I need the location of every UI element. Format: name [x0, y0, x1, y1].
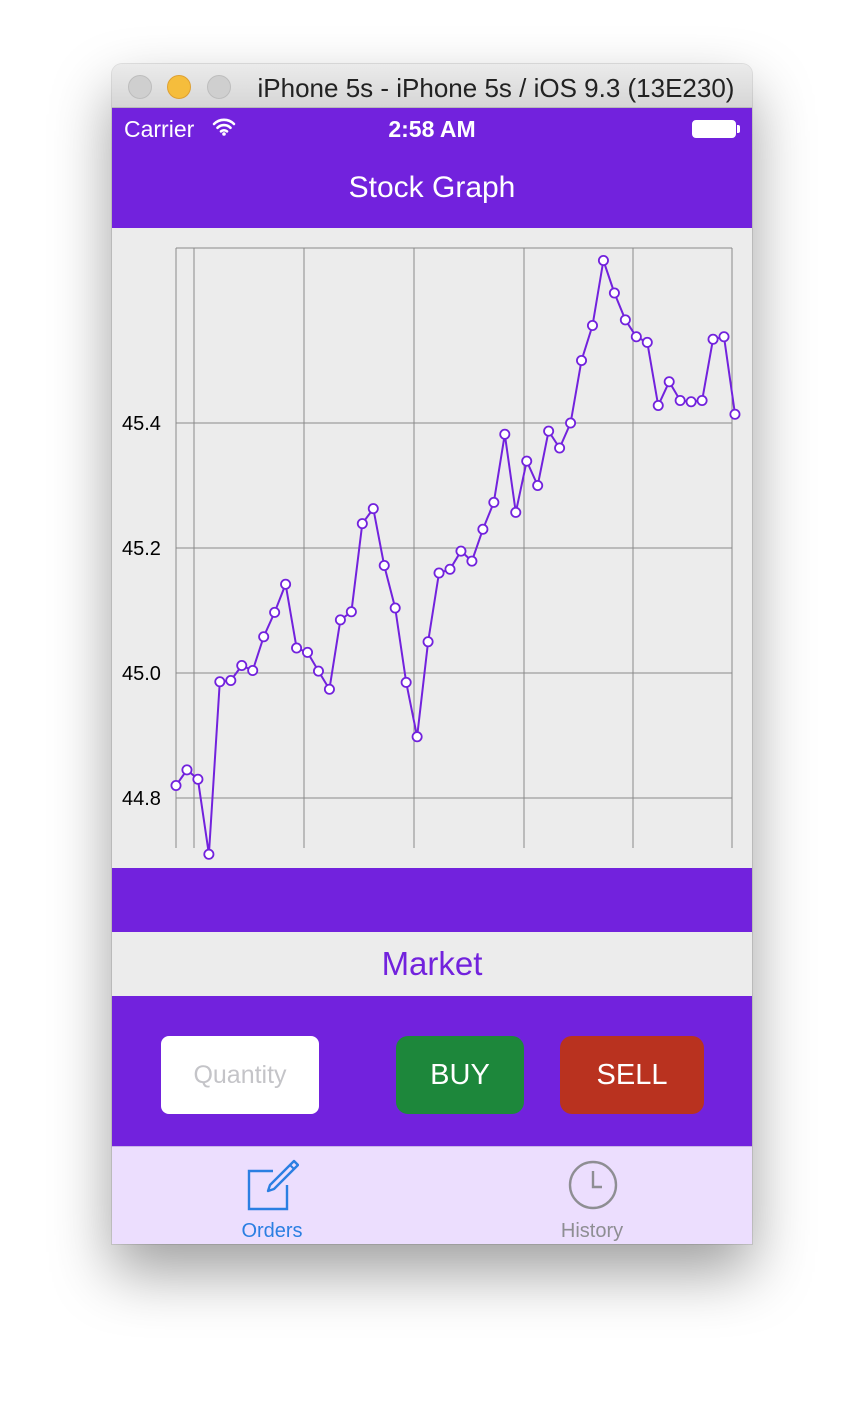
- price-point: [302, 646, 314, 658]
- price-point: [258, 631, 270, 643]
- price-point: [389, 602, 401, 614]
- price-point: [554, 442, 566, 454]
- price-point: [685, 396, 697, 408]
- price-point: [576, 355, 588, 367]
- price-point: [543, 425, 555, 437]
- price-point: [630, 331, 642, 343]
- tab-bar: Orders History: [112, 1146, 752, 1244]
- price-point: [674, 394, 686, 406]
- wifi-icon: [212, 118, 236, 136]
- price-point: [510, 506, 522, 518]
- window-titlebar: iPhone 5s - iPhone 5s / iOS 9.3 (13E230): [112, 64, 752, 108]
- window-title: iPhone 5s - iPhone 5s / iOS 9.3 (13E230): [257, 73, 735, 103]
- price-point: [225, 674, 237, 686]
- stock-chart-svg: 44.8 45.0 45.2 45.4: [122, 247, 741, 860]
- price-point: [214, 676, 226, 688]
- minimize-window-button[interactable]: [167, 75, 191, 99]
- compose-icon: [247, 1159, 299, 1211]
- price-point: [444, 563, 456, 575]
- price-point: [652, 399, 664, 411]
- price-point: [356, 518, 368, 530]
- tab-orders-label: Orders: [241, 1220, 303, 1242]
- quantity-input[interactable]: [161, 1036, 319, 1114]
- price-point: [280, 578, 292, 590]
- y-tick-label: 45.2: [122, 538, 161, 560]
- y-tick-label: 45.4: [122, 413, 161, 435]
- price-point: [586, 320, 598, 332]
- sell-button[interactable]: SELL: [560, 1036, 704, 1114]
- close-window-button[interactable]: [128, 75, 152, 99]
- status-bar: Carrier 2:58 AM: [112, 108, 752, 148]
- tab-history-label: History: [560, 1220, 624, 1242]
- price-point: [269, 606, 281, 618]
- y-tick-label: 45.0: [122, 663, 161, 685]
- device-screen: Carrier 2:58 AM Stock Graph 44.8 45.0 45.2…: [112, 108, 752, 1244]
- simulator-window: iPhone 5s - iPhone 5s / iOS 9.3 (13E230)…: [112, 64, 752, 1244]
- price-line: [175, 260, 736, 855]
- price-point: [422, 636, 434, 648]
- price-point: [466, 555, 478, 567]
- price-point: [707, 333, 719, 345]
- price-point: [334, 614, 346, 626]
- chart-footer-band: [112, 868, 752, 932]
- market-label: Market: [381, 945, 483, 982]
- price-point: [663, 376, 675, 388]
- price-point: [367, 503, 379, 515]
- price-point: [433, 567, 445, 579]
- price-point: [619, 314, 631, 326]
- price-point: [323, 683, 335, 695]
- price-point: [236, 659, 248, 671]
- price-point: [597, 254, 609, 266]
- price-point: [477, 523, 489, 535]
- y-tick-label: 44.8: [122, 788, 161, 810]
- price-point: [696, 394, 708, 406]
- price-point: [247, 664, 259, 676]
- price-point: [378, 559, 390, 571]
- order-panel: BUY SELL: [112, 996, 752, 1146]
- price-point: [608, 287, 620, 299]
- carrier-label: Carrier: [124, 116, 195, 142]
- price-point: [400, 676, 412, 688]
- stock-chart: 44.8 45.0 45.2 45.4: [112, 228, 752, 868]
- status-time: 2:58 AM: [388, 116, 476, 142]
- market-row: Market: [112, 932, 752, 996]
- price-point: [203, 848, 215, 860]
- price-point: [345, 606, 357, 618]
- price-point: [488, 496, 500, 508]
- tab-orders[interactable]: Orders: [112, 1147, 432, 1244]
- battery-tip: [737, 125, 740, 133]
- price-point: [718, 331, 730, 343]
- price-point: [411, 731, 423, 743]
- buy-button[interactable]: BUY: [396, 1036, 524, 1114]
- battery-icon: [692, 120, 736, 138]
- page-title: Stock Graph: [348, 171, 516, 204]
- price-point: [499, 428, 511, 440]
- price-point: [192, 773, 204, 785]
- navigation-bar: Stock Graph: [112, 148, 752, 228]
- price-point: [729, 408, 741, 420]
- zoom-window-button[interactable]: [207, 75, 231, 99]
- price-point: [521, 455, 533, 467]
- price-point: [532, 479, 544, 491]
- price-point: [170, 780, 182, 792]
- price-point: [291, 642, 303, 654]
- clock-icon: [568, 1160, 618, 1210]
- tab-history[interactable]: History: [432, 1147, 752, 1244]
- price-point: [181, 764, 193, 776]
- price-point: [312, 665, 324, 677]
- price-point: [641, 336, 653, 348]
- price-point: [565, 417, 577, 429]
- price-point: [455, 545, 467, 557]
